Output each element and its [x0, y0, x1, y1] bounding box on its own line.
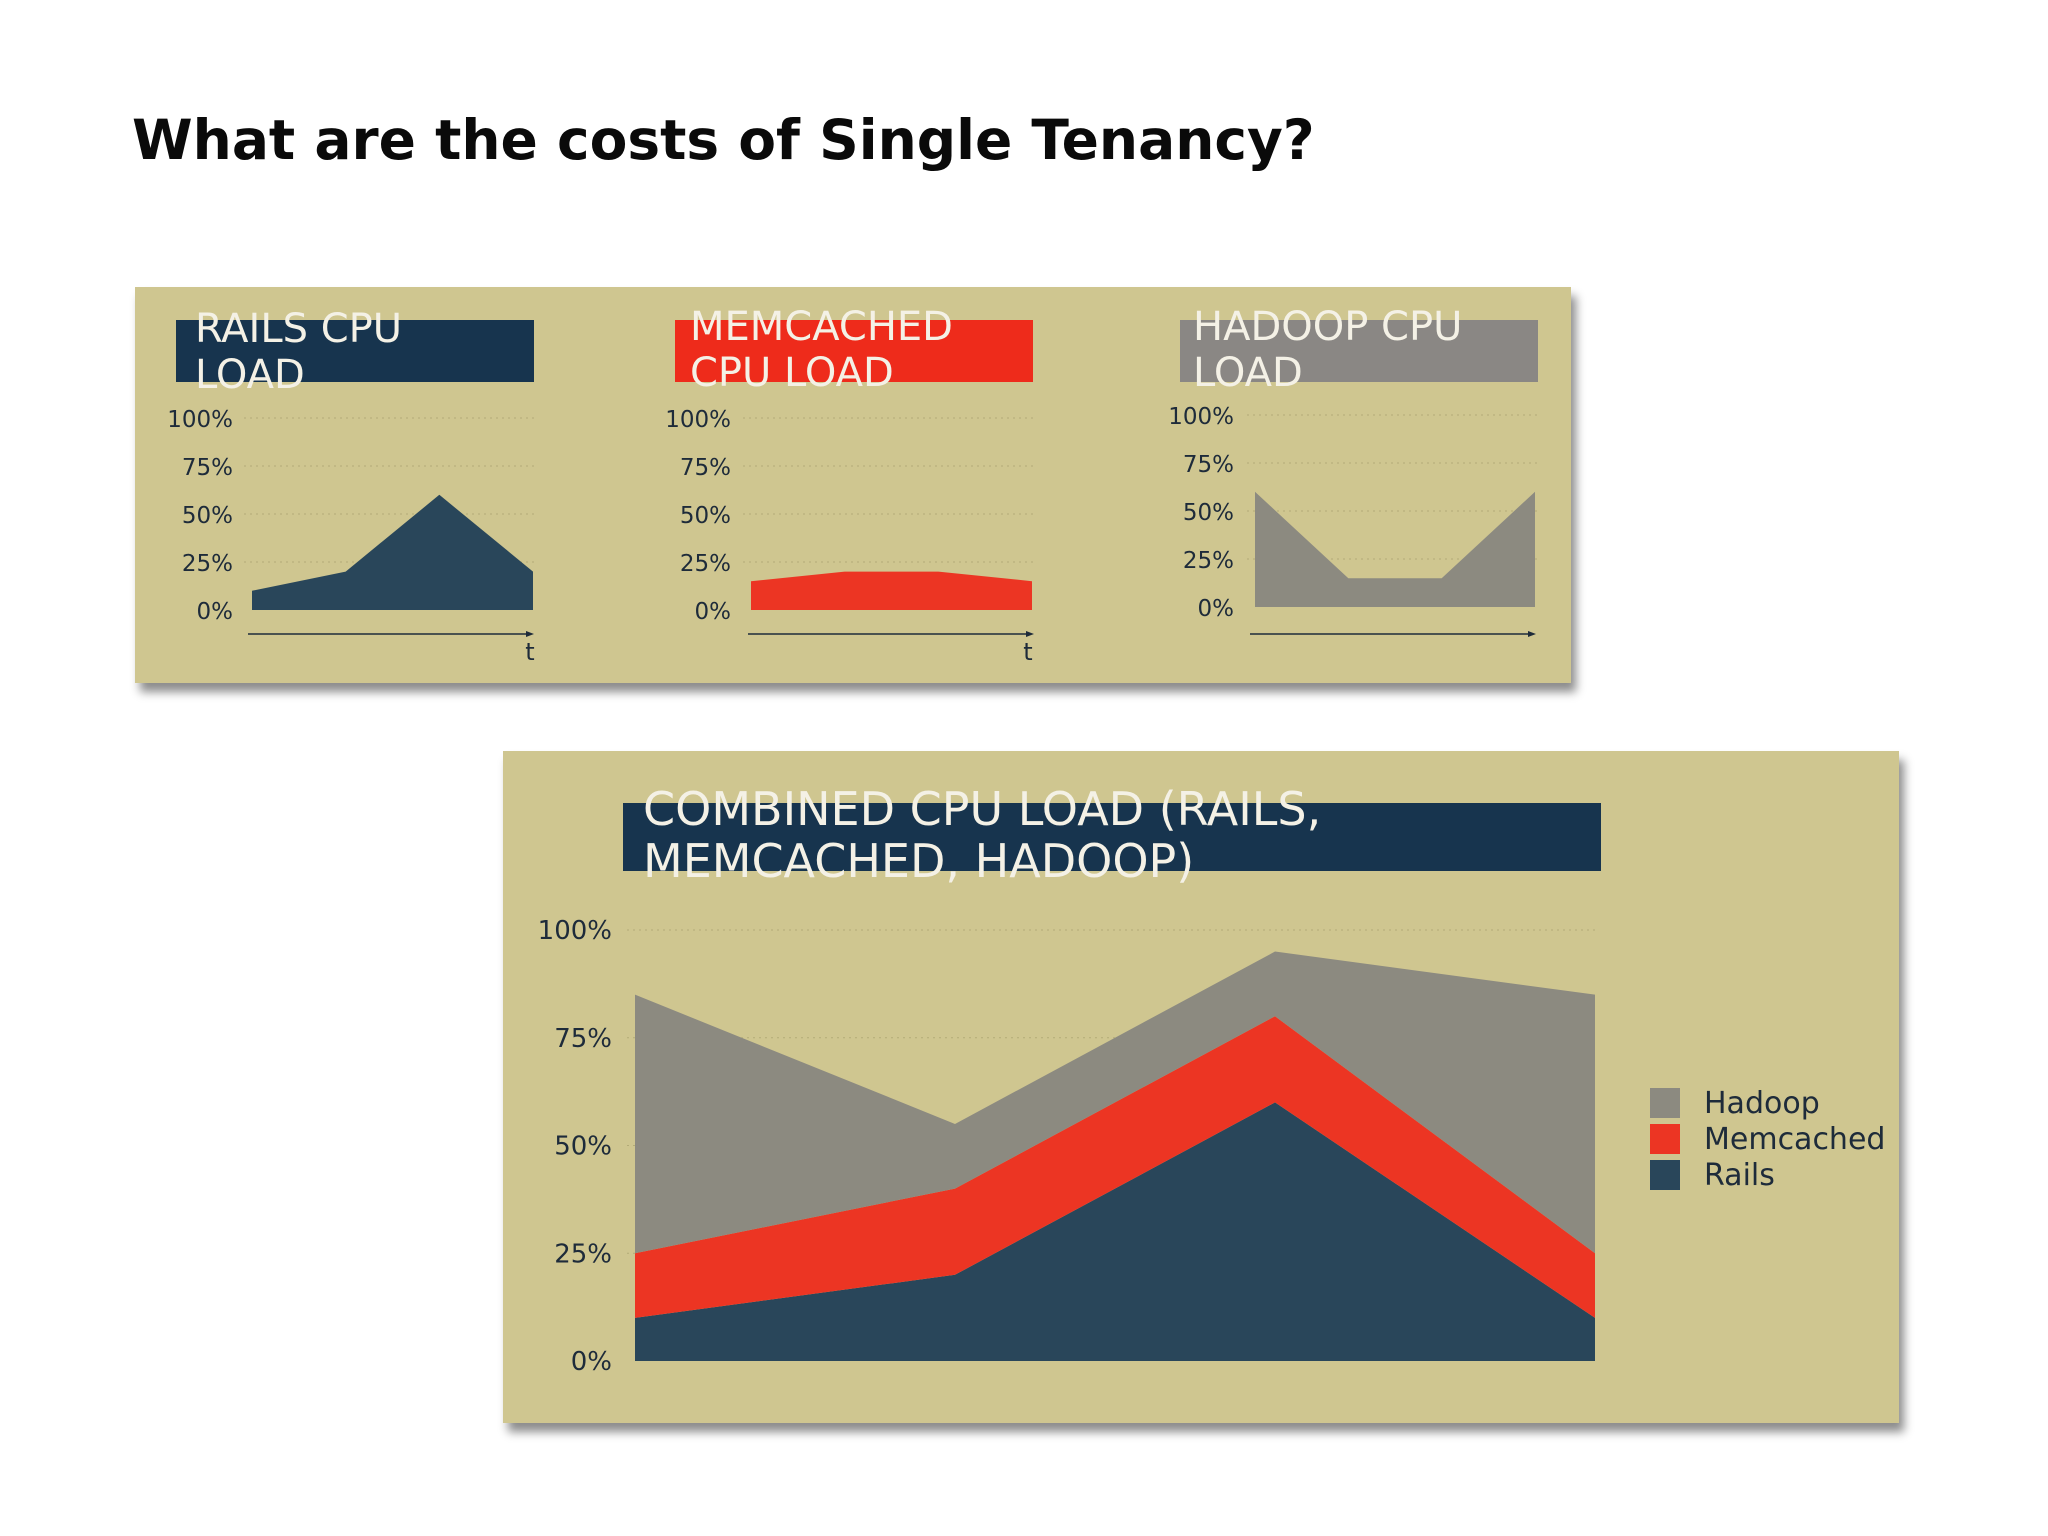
hadoop-x-axis-arrow [1528, 631, 1536, 637]
combined-area-memcached [635, 1016, 1595, 1318]
hadoop-load-area [1255, 491, 1535, 607]
legend-label-memcached: Memcached [1704, 1121, 1886, 1157]
rails-ytick-label: 0% [197, 599, 234, 625]
combined-title-line-2: MEMCACHED, HADOOP) [643, 834, 1195, 889]
legend-item-hadoop: Hadoop [1650, 1085, 1885, 1121]
legend-swatch-memcached [1650, 1124, 1680, 1154]
hadoop-chart-title: HADOOP CPU LOAD [1193, 304, 1463, 396]
rails-ytick-label: 75% [182, 455, 233, 481]
memcached-x-axis-arrow [1026, 631, 1034, 637]
rails-ytick-label: 25% [182, 551, 233, 577]
memcached-title-line-2: CPU LOAD [690, 349, 894, 396]
hadoop-title-line-2: LOAD [1193, 349, 1303, 396]
combined-ytick-label: 50% [554, 1132, 612, 1162]
rails-title-bar [176, 320, 534, 382]
combined-ytick-label: 100% [538, 916, 612, 946]
rails-load-area [252, 494, 533, 610]
hadoop-ytick-label: 50% [1183, 500, 1234, 526]
hadoop-ytick-label: 75% [1183, 452, 1234, 478]
combined-area-rails [635, 1102, 1595, 1361]
rails-chart-title: RAILS CPU LOAD [195, 306, 403, 398]
combined-chart-title: COMBINED CPU LOAD (RAILS, MEMCACHED, HAD… [643, 783, 1321, 888]
hadoop-title-line-1: HADOOP CPU [1193, 304, 1463, 350]
combined-legend: Hadoop Memcached Rails [1650, 1085, 1885, 1193]
rails-ytick-label: 100% [167, 407, 233, 433]
legend-swatch-rails [1650, 1160, 1680, 1190]
legend-item-memcached: Memcached [1650, 1121, 1885, 1157]
combined-ytick-label: 0% [571, 1347, 612, 1377]
memcached-ytick-label: 100% [665, 407, 731, 433]
memcached-chart-title: MEMCACHED CPU LOAD [690, 304, 953, 396]
legend-swatch-hadoop [1650, 1088, 1680, 1118]
memcached-ytick-label: 25% [680, 551, 731, 577]
hadoop-ytick-label: 100% [1168, 404, 1234, 430]
legend-label-hadoop: Hadoop [1704, 1085, 1820, 1121]
legend-item-rails: Rails [1650, 1157, 1885, 1193]
slide-title: What are the costs of Single Tenancy? [132, 108, 1315, 172]
hadoop-ytick-label: 0% [1198, 596, 1235, 622]
combined-title-bar [623, 803, 1601, 871]
individual-load-panel: RAILS CPU LOAD MEMCACHED CPU LOAD HADOOP… [135, 287, 1571, 683]
hadoop-ytick-label: 25% [1183, 548, 1234, 574]
combined-area-hadoop [635, 951, 1595, 1254]
legend-label-rails: Rails [1704, 1157, 1775, 1193]
memcached-ytick-label: 50% [680, 503, 731, 529]
rails-ytick-label: 50% [182, 503, 233, 529]
rails-title-line-2: LOAD [195, 351, 305, 398]
rails-title-line-1: RAILS CPU [195, 306, 403, 352]
rails-x-axis-label: t [525, 638, 534, 666]
rails-x-axis-arrow [526, 631, 534, 637]
memcached-load-area [751, 571, 1032, 610]
memcached-x-axis-label: t [1023, 638, 1032, 666]
memcached-ytick-label: 0% [695, 599, 732, 625]
memcached-ytick-label: 75% [680, 455, 731, 481]
combined-ytick-label: 75% [554, 1024, 612, 1054]
combined-title-line-1: COMBINED CPU LOAD (RAILS, [643, 782, 1322, 836]
memcached-title-line-1: MEMCACHED [690, 304, 953, 350]
combined-ytick-label: 25% [554, 1239, 612, 1269]
memcached-title-bar [675, 320, 1033, 382]
hadoop-title-bar [1180, 320, 1538, 382]
